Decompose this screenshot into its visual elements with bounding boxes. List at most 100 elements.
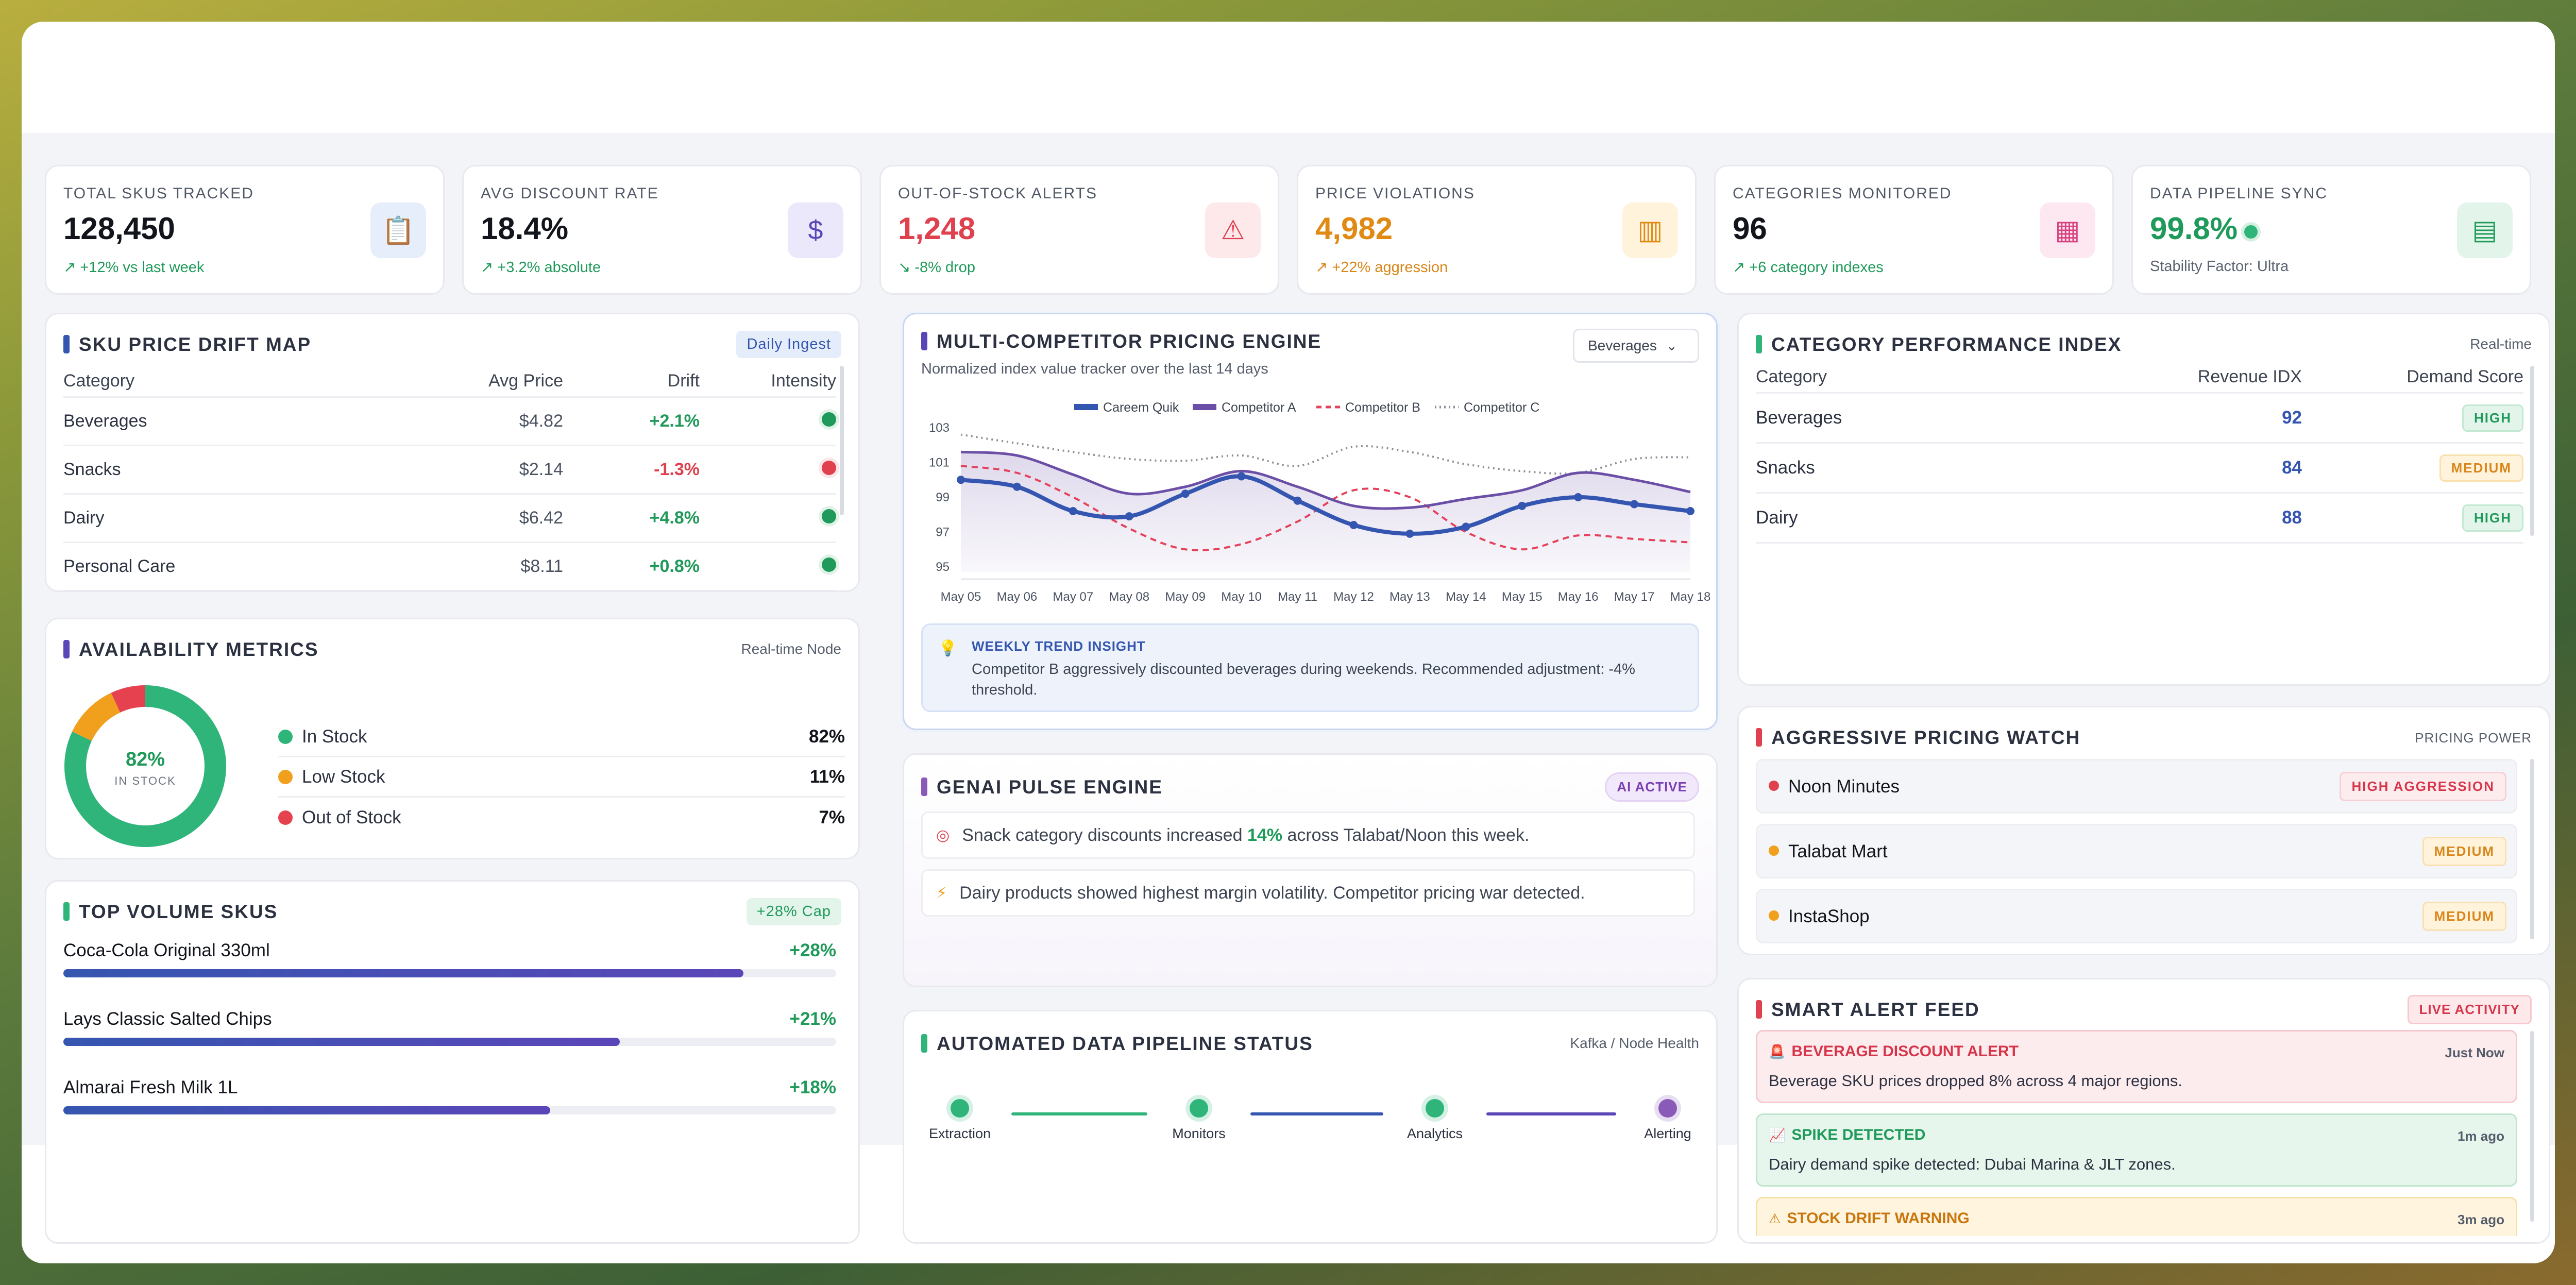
- smart-alert-card: Smart Alert Feed LIVE ACTIVITY 🚨 BEVERAGE…: [1737, 978, 2550, 1244]
- data-point[interactable]: [1462, 522, 1470, 531]
- intensity-cell: [700, 556, 836, 577]
- health-tag: Kafka / Node Health: [1570, 1035, 1699, 1051]
- legend-label: Careem Quik: [1103, 400, 1179, 415]
- table-row[interactable]: Snacks $2.14 -1.3%: [63, 446, 836, 495]
- window-icon: ▤: [2457, 202, 2513, 258]
- kpi-subtext-label: Stability Factor: Ultra: [2150, 258, 2289, 275]
- table-row[interactable]: Dairy 88 HIGH: [1756, 494, 2523, 544]
- scrollbar[interactable]: [2530, 1031, 2534, 1222]
- live-activity-badge: LIVE ACTIVITY: [2407, 995, 2532, 1024]
- legend-dot: [278, 810, 293, 825]
- sku-name: Lays Classic Salted Chips: [63, 1009, 272, 1029]
- category-cell: Dairy: [1756, 508, 1798, 528]
- watch-row[interactable]: InstaShop MEDIUM: [1756, 889, 2517, 943]
- pipeline-status-card: Automated Data Pipeline Status Kafka / N…: [903, 1010, 1718, 1244]
- category-dropdown[interactable]: Beverages ⌄: [1573, 329, 1699, 363]
- availability-legend: In Stock 82% Low Stock 11% Out of Stock 7%: [278, 717, 845, 838]
- data-point[interactable]: [1012, 482, 1021, 491]
- kpi-subtext-label: +6 category indexes: [1749, 259, 1884, 276]
- table-row[interactable]: Beverages 92 HIGH: [1756, 394, 2523, 444]
- card-title: Smart Alert Feed: [1756, 999, 1980, 1021]
- y-tick-label: 101: [929, 456, 950, 470]
- legend-dot: [278, 729, 293, 744]
- kpi-value: 99.8%: [2150, 211, 2238, 246]
- table-row[interactable]: Dairy $6.42 +4.8%: [63, 495, 836, 543]
- pipeline-connector: [1250, 1112, 1383, 1115]
- data-point[interactable]: [1405, 529, 1414, 538]
- table-row[interactable]: Personal Care $8.11 +0.8%: [63, 543, 836, 590]
- legend-label: Competitor B: [1345, 400, 1420, 415]
- category-performance-card: Category Performance Index Real-time Cat…: [1737, 313, 2550, 686]
- status-dot: [1769, 846, 1779, 856]
- kpi-value: 1,248: [898, 211, 976, 246]
- series-line: [960, 433, 1691, 475]
- table-row[interactable]: Beverages $4.82 +2.1%: [63, 398, 836, 446]
- x-tick-label: May 06: [997, 590, 1038, 604]
- x-tick-label: May 18: [1670, 590, 1711, 604]
- data-point[interactable]: [1686, 507, 1694, 515]
- data-point[interactable]: [1069, 507, 1077, 515]
- sku-name: Almarai Fresh Milk 1L: [63, 1077, 238, 1097]
- insight-text: Dairy products showed highest margin vol…: [959, 883, 1585, 903]
- table-row[interactable]: Snacks 84 MEDIUM: [1756, 444, 2523, 494]
- alert-text: Dairy demand spike detected: Dubai Marin…: [1769, 1155, 2176, 1173]
- scrollbar[interactable]: [2530, 759, 2534, 939]
- watch-row[interactable]: Noon Minutes HIGH AGGRESSION: [1756, 759, 2517, 814]
- kpi-label: Categories Monitored: [1733, 185, 1952, 202]
- pipeline-node[interactable]: [951, 1099, 969, 1118]
- alert-item[interactable]: 📈 SPIKE DETECTED 1m ago Dairy demand spike …: [1756, 1113, 2517, 1187]
- top-volume-card: Top Volume SKUs +28% Cap Coca-Cola Origi…: [45, 880, 860, 1244]
- demand-badge: HIGH: [2462, 404, 2523, 432]
- legend-value: 11%: [809, 766, 845, 787]
- aggression-badge: HIGH AGGRESSION: [2340, 772, 2506, 801]
- y-tick-label: 103: [929, 421, 950, 435]
- x-tick-label: May 13: [1389, 590, 1430, 604]
- kpi-card: Avg Discount Rate 18.4% ↗ +3.2% absolute $: [462, 165, 862, 295]
- volume-item[interactable]: Almarai Fresh Milk 1L +18%: [63, 1077, 836, 1146]
- data-point[interactable]: [1237, 472, 1246, 481]
- dropdown-value: Beverages: [1588, 337, 1657, 353]
- watch-row[interactable]: Talabat Mart MEDIUM: [1756, 824, 2517, 878]
- dollar-circle-icon: $: [788, 202, 843, 258]
- scrollbar[interactable]: [2530, 366, 2534, 536]
- data-point[interactable]: [1630, 500, 1639, 509]
- data-point[interactable]: [1574, 493, 1583, 501]
- data-point[interactable]: [957, 476, 965, 484]
- price-cell: $2.14: [519, 460, 563, 479]
- pipeline-node[interactable]: [1426, 1099, 1444, 1118]
- category-header-row: Category Revenue IDX Demand Score: [1756, 362, 2523, 394]
- chart-legend: Careem Quik Competitor A Competitor B Compe…: [1074, 400, 1539, 415]
- scrollbar[interactable]: [840, 366, 844, 515]
- pricing-engine-card: Multi-Competitor Pricing Engine Normaliz…: [903, 313, 1718, 730]
- volume-item[interactable]: Coca-Cola Original 330ml +28%: [63, 940, 836, 1009]
- price-cell: $4.82: [519, 411, 563, 431]
- chart-up-icon: 📈: [1769, 1127, 1786, 1143]
- insight-title: WEEKLY TREND INSIGHT: [972, 638, 1146, 654]
- donut-label: IN STOCK: [114, 774, 176, 787]
- pipeline-node[interactable]: [1190, 1099, 1208, 1118]
- availability-card: Availability Metrics Real-time Node 82% …: [45, 618, 860, 859]
- kpi-label: Total SKUs Tracked: [63, 185, 254, 202]
- demand-score-cell: MEDIUM: [2302, 454, 2523, 482]
- volume-item[interactable]: Lays Classic Salted Chips +21%: [63, 1009, 836, 1077]
- pipeline-node[interactable]: [1658, 1099, 1677, 1118]
- drift-cell: +0.8%: [649, 556, 700, 576]
- insight-text: Competitor B aggressively discounted bev…: [972, 661, 1635, 698]
- legend-item: Out of Stock 7%: [278, 798, 845, 838]
- donut-value: 82%: [126, 749, 165, 770]
- data-point[interactable]: [1293, 496, 1302, 505]
- drift-header-row: Category Avg Price Drift Intensity: [63, 366, 836, 398]
- competitor-name: Talabat Mart: [1788, 841, 1888, 861]
- data-point[interactable]: [1181, 489, 1190, 498]
- card-title: Category Performance Index: [1756, 334, 2122, 356]
- genai-insight-2: ⚡ Dairy products showed highest margin v…: [921, 869, 1695, 917]
- data-point[interactable]: [1518, 501, 1527, 510]
- category-cell: Dairy: [63, 508, 105, 528]
- col-intensity: Intensity: [771, 371, 836, 391]
- kpi-value: 96: [1733, 211, 1767, 246]
- alert-item[interactable]: 🚨 BEVERAGE DISCOUNT ALERT Just Now Beverage…: [1756, 1030, 2517, 1103]
- card-title: Top Volume SKUs: [63, 901, 278, 923]
- data-point[interactable]: [1125, 512, 1133, 521]
- data-point[interactable]: [1349, 521, 1358, 529]
